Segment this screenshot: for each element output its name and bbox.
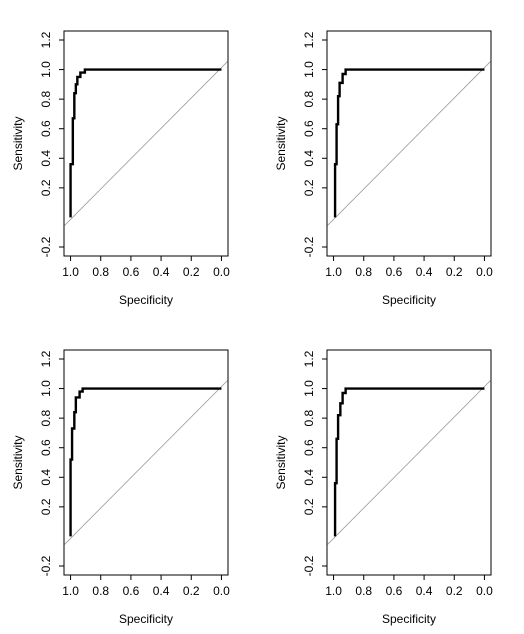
x-axis-label: Specificity bbox=[382, 293, 436, 307]
y-tick-label: 1.0 bbox=[39, 380, 53, 397]
x-tick-label: 0.8 bbox=[355, 265, 372, 279]
x-tick-label: 0.0 bbox=[476, 584, 493, 598]
x-tick-label: 0.4 bbox=[416, 584, 433, 598]
x-axis-label: Specificity bbox=[382, 612, 436, 626]
y-tick-label: -0.2 bbox=[39, 555, 53, 576]
y-tick-label: 1.2 bbox=[302, 31, 316, 48]
y-axis-label: Sensitivity bbox=[274, 435, 288, 489]
y-tick-label: 0.8 bbox=[302, 409, 316, 426]
y-tick-label: 1.2 bbox=[39, 350, 53, 367]
reference-diagonal bbox=[327, 61, 491, 226]
y-tick-label: 0.2 bbox=[39, 498, 53, 515]
y-tick-label: 0.8 bbox=[39, 90, 53, 107]
x-tick-label: 0.2 bbox=[446, 584, 463, 598]
plot-frame bbox=[326, 30, 492, 257]
roc-panel-2: 1.0 0.8 0.6 0.4 0.2 0.0 -0.2 0.2 0.4 0.6 0.8 1.0 1.2… bbox=[274, 30, 493, 307]
y-axis-label: Sensitivity bbox=[274, 116, 288, 170]
reference-diagonal bbox=[327, 380, 491, 545]
y-tick-label: 0.6 bbox=[302, 120, 316, 137]
x-tick-label: 1.0 bbox=[62, 584, 79, 598]
x-tick-label: 0.4 bbox=[153, 584, 170, 598]
roc-curve bbox=[333, 387, 485, 537]
plot-frame bbox=[326, 349, 492, 576]
y-tick-label: 0.4 bbox=[302, 469, 316, 486]
x-tick-label: 0.8 bbox=[92, 265, 109, 279]
y-tick-label: 0.6 bbox=[39, 439, 53, 456]
y-tick-label: 0.2 bbox=[39, 179, 53, 196]
x-axis-label: Specificity bbox=[119, 293, 173, 307]
y-tick-label: 1.2 bbox=[302, 350, 316, 367]
y-tick-label: 1.0 bbox=[302, 61, 316, 78]
reference-diagonal bbox=[64, 61, 228, 226]
x-tick-label: 0.4 bbox=[153, 265, 170, 279]
plot-frame bbox=[63, 349, 229, 576]
x-tick-label: 0.6 bbox=[123, 584, 140, 598]
y-axis-label: Sensitivity bbox=[11, 116, 25, 170]
y-tick-label: 0.8 bbox=[302, 90, 316, 107]
roc-panel-4: 1.0 0.8 0.6 0.4 0.2 0.0 -0.2 0.2 0.4 0.6 0.8 1.0 1.2… bbox=[274, 349, 493, 626]
x-tick-label: 1.0 bbox=[62, 265, 79, 279]
roc-panel-1: 1.0 0.8 0.6 0.4 0.2 0.0 -0.2 0.2 0.4 0.6 0.8 1.0 1.2… bbox=[11, 30, 230, 307]
x-tick-label: 0.6 bbox=[386, 584, 403, 598]
x-axis-label: Specificity bbox=[119, 612, 173, 626]
x-tick-label: 0.0 bbox=[213, 265, 230, 279]
y-axis-label: Sensitivity bbox=[11, 435, 25, 489]
y-tick-label: 0.2 bbox=[302, 498, 316, 515]
x-tick-label: 0.4 bbox=[416, 265, 433, 279]
reference-diagonal bbox=[64, 380, 228, 545]
roc-curve bbox=[333, 68, 485, 218]
x-tick-label: 0.2 bbox=[183, 584, 200, 598]
x-tick-label: 1.0 bbox=[325, 584, 342, 598]
y-tick-label: 0.2 bbox=[302, 179, 316, 196]
y-tick-label: 0.4 bbox=[302, 150, 316, 167]
y-tick-label: -0.2 bbox=[302, 236, 316, 257]
y-tick-label: 0.4 bbox=[39, 150, 53, 167]
x-tick-label: 0.8 bbox=[92, 584, 109, 598]
x-tick-label: 0.6 bbox=[386, 265, 403, 279]
roc-panel-3: 1.0 0.8 0.6 0.4 0.2 0.0 -0.2 0.2 0.4 0.6 0.8 1.0 1.2… bbox=[11, 349, 230, 626]
roc-curve bbox=[69, 68, 222, 218]
y-tick-label: 0.6 bbox=[39, 120, 53, 137]
x-tick-label: 0.0 bbox=[476, 265, 493, 279]
y-tick-label: 0.4 bbox=[39, 469, 53, 486]
x-tick-label: 0.6 bbox=[123, 265, 140, 279]
y-tick-label: 1.0 bbox=[302, 380, 316, 397]
x-tick-label: 0.2 bbox=[446, 265, 463, 279]
roc-curve bbox=[69, 387, 222, 537]
x-tick-label: 0.8 bbox=[355, 584, 372, 598]
x-tick-label: 0.2 bbox=[183, 265, 200, 279]
x-tick-label: 0.0 bbox=[213, 584, 230, 598]
plot-frame bbox=[63, 30, 229, 257]
y-tick-label: 1.0 bbox=[39, 61, 53, 78]
y-tick-label: 0.6 bbox=[302, 439, 316, 456]
y-tick-label: 0.8 bbox=[39, 409, 53, 426]
y-tick-label: -0.2 bbox=[302, 555, 316, 576]
x-tick-label: 1.0 bbox=[325, 265, 342, 279]
y-tick-label: 1.2 bbox=[39, 31, 53, 48]
y-tick-label: -0.2 bbox=[39, 236, 53, 257]
